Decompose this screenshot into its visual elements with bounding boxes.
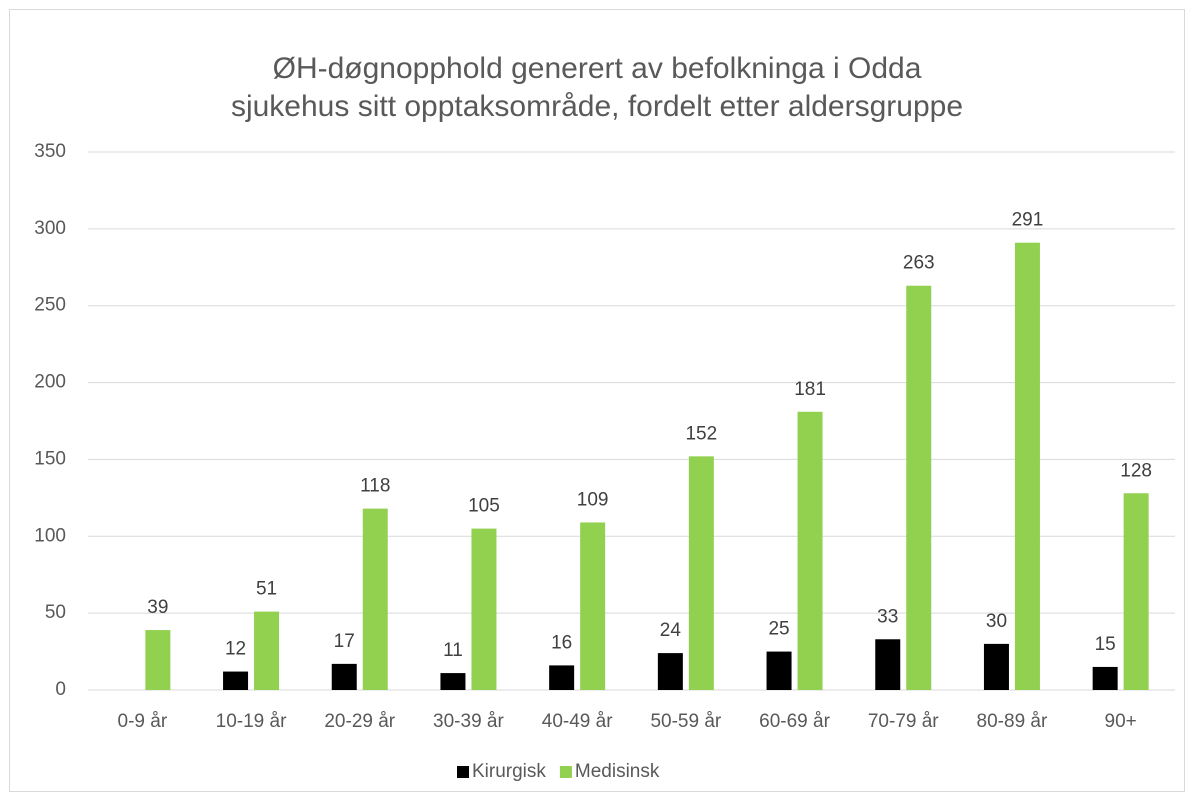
data-label: 128	[1120, 460, 1152, 481]
data-label: 105	[468, 496, 500, 517]
bar	[254, 611, 280, 690]
bar	[580, 522, 606, 690]
bar	[875, 639, 901, 690]
y-tick-label: 200	[34, 372, 66, 393]
x-tick-label: 20-29 år	[324, 711, 395, 732]
bar	[1092, 666, 1118, 690]
data-label: 24	[660, 620, 682, 641]
x-tick-label: 90+	[1105, 711, 1137, 732]
x-tick-label: 30-39 år	[433, 711, 504, 732]
x-tick-label: 80-89 år	[977, 711, 1048, 732]
bar	[906, 285, 932, 690]
x-tick-label: 40-49 år	[542, 711, 613, 732]
bar	[331, 663, 357, 690]
data-label: 11	[443, 640, 463, 661]
data-label: 15	[1095, 634, 1116, 655]
bar	[1123, 493, 1149, 690]
data-label: 51	[256, 579, 277, 600]
legend-label: Kirurgisk	[472, 761, 546, 782]
data-label: 181	[794, 379, 826, 400]
x-tick-label: 0-9 år	[118, 711, 168, 732]
x-tick-label: 70-79 år	[868, 711, 939, 732]
data-label: 33	[877, 606, 898, 627]
legend-swatch	[457, 766, 469, 778]
x-tick-label: 10-19 år	[216, 711, 287, 732]
data-label: 152	[685, 423, 717, 444]
y-tick-label: 100	[34, 525, 66, 546]
data-label: 109	[577, 489, 609, 510]
bar	[657, 653, 683, 690]
data-label: 16	[551, 632, 572, 653]
data-label: 39	[147, 597, 168, 618]
y-tick-label: 150	[34, 448, 66, 469]
x-tick-label: 50-59 år	[650, 711, 721, 732]
bar	[440, 673, 466, 690]
data-label: 17	[334, 631, 355, 652]
data-label: 25	[768, 619, 789, 640]
y-tick-label: 300	[34, 218, 66, 239]
bar	[983, 643, 1009, 690]
bar	[471, 528, 497, 690]
x-tick-label: 60-69 år	[759, 711, 830, 732]
bar	[1014, 242, 1040, 691]
bar	[688, 456, 714, 690]
y-tick-label: 50	[45, 602, 66, 623]
data-label: 12	[225, 639, 246, 660]
bar	[766, 651, 792, 690]
y-tick-label: 250	[34, 295, 66, 316]
legend-swatch	[559, 766, 572, 778]
y-tick-label: 350	[34, 141, 66, 162]
chart-title: ØH-døgnopphold generert av befolkninga i…	[273, 52, 922, 85]
data-label: 291	[1012, 210, 1044, 231]
chart-title: sjukehus sitt opptaksområde, fordelt ett…	[231, 90, 963, 123]
bar	[145, 630, 171, 690]
data-label: 30	[986, 611, 1007, 632]
data-label: 263	[903, 253, 935, 274]
bar	[797, 411, 823, 690]
bar	[223, 671, 249, 690]
y-tick-label: 0	[55, 679, 66, 700]
data-label: 118	[360, 476, 390, 497]
bar	[549, 665, 575, 690]
bar	[362, 508, 388, 690]
legend-label: Medisinsk	[575, 761, 660, 782]
